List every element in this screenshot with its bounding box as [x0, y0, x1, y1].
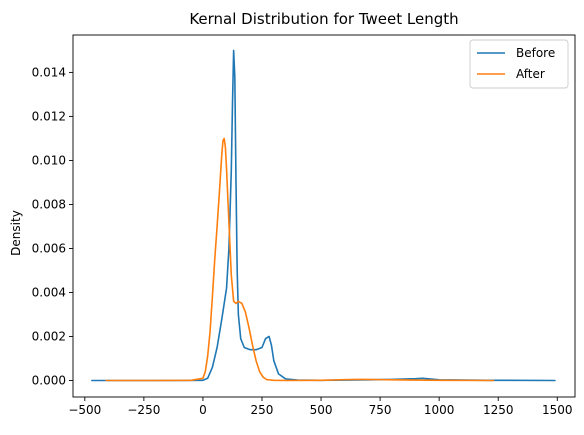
series-line-after	[105, 137, 495, 382]
y-tick-label: 0.014	[32, 65, 66, 79]
x-tick-label: 1500	[542, 403, 573, 417]
y-tick-label: 0.004	[32, 285, 66, 299]
legend-label-after: After	[516, 67, 545, 81]
x-tick-label: 1250	[483, 403, 514, 417]
series-line-before	[91, 49, 556, 382]
x-tick-label: −500	[68, 403, 101, 417]
x-tick-label: −250	[127, 403, 160, 417]
x-tick-label: 1000	[424, 403, 455, 417]
chart-title: Kernal Distribution for Tweet Length	[189, 10, 458, 28]
axes-frame	[72, 34, 576, 398]
y-tick-label: 0.010	[32, 153, 66, 167]
y-tick-label: 0.012	[32, 109, 66, 123]
x-tick-label: 250	[251, 403, 274, 417]
legend-box	[469, 39, 569, 89]
y-axis-label: Density	[9, 210, 23, 256]
y-tick-label: 0.008	[32, 197, 66, 211]
legend-label-before: Before	[516, 46, 555, 60]
y-tick-label: 0.006	[32, 241, 66, 255]
legend: Before After	[469, 39, 569, 89]
x-tick-label: 750	[369, 403, 392, 417]
x-tick-label: 500	[310, 403, 333, 417]
y-tick-label: 0.002	[32, 329, 66, 343]
x-tick-label: 0	[199, 403, 207, 417]
plot-area: −500 −250 0 250 500 750 1000 1250 1500 0.000 0.002…	[32, 34, 576, 417]
y-tick-label: 0.000	[32, 373, 66, 387]
